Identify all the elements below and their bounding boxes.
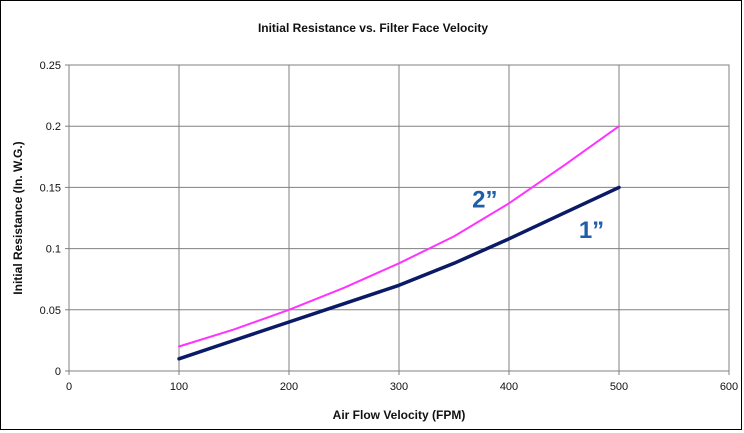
series-label-1in: 1” (579, 217, 604, 244)
x-tick-label: 600 (720, 381, 738, 393)
x-tick-label: 500 (610, 381, 628, 393)
tick-labels: 0 100 200 300 400 500 600 0 0.05 0.1 0.15 0.2 0.25 (40, 60, 739, 393)
y-tick-label: 0.05 (40, 305, 61, 317)
x-tick-label: 400 (500, 381, 518, 393)
series-line-1in (177, 185, 621, 361)
x-tick-label: 100 (170, 381, 188, 393)
x-tick-label: 200 (280, 381, 298, 393)
y-tick-label: 0.1 (46, 244, 61, 256)
series-labels: 2” 1” (472, 187, 604, 245)
y-axis-title: Initial Resistance (In. W.G.) (11, 141, 25, 294)
chart-title: Initial Resistance vs. Filter Face Veloc… (258, 21, 488, 35)
grid-lines (65, 64, 730, 375)
x-tick-label: 0 (66, 381, 72, 393)
y-tick-label: 0 (55, 366, 61, 378)
series-label-2in: 2” (472, 187, 497, 214)
y-tick-label: 0.15 (40, 182, 61, 194)
x-tick-label: 300 (390, 381, 408, 393)
x-axis-title: Air Flow Velocity (FPM) (333, 408, 466, 422)
y-tick-label: 0.2 (46, 121, 61, 133)
y-tick-label: 0.25 (40, 60, 61, 72)
series-line-2in (178, 125, 620, 348)
series-lines (177, 125, 621, 361)
